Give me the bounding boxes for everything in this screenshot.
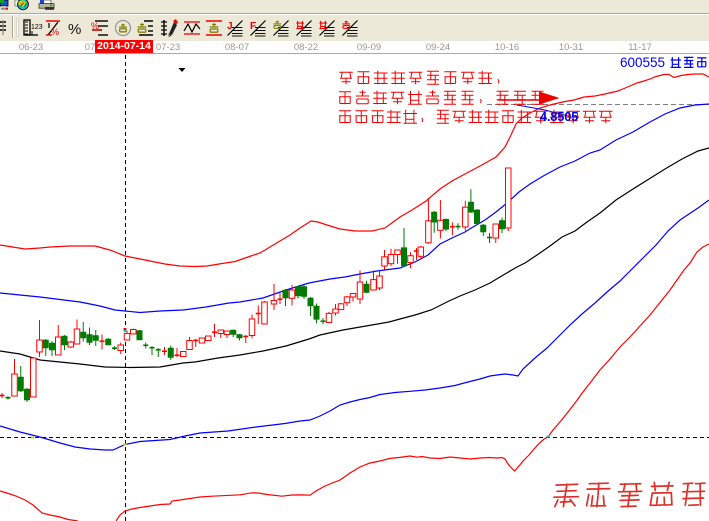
svg-text:%: % (68, 21, 81, 38)
svg-text:J: J (227, 21, 233, 32)
svg-text:F: F (250, 21, 256, 32)
svg-text:4.8505: 4.8505 (540, 110, 578, 124)
svg-text:%: % (51, 27, 59, 37)
svg-text:%: % (91, 21, 99, 31)
svg-text:600555: 600555 (620, 55, 665, 70)
svg-text:123: 123 (31, 24, 43, 31)
